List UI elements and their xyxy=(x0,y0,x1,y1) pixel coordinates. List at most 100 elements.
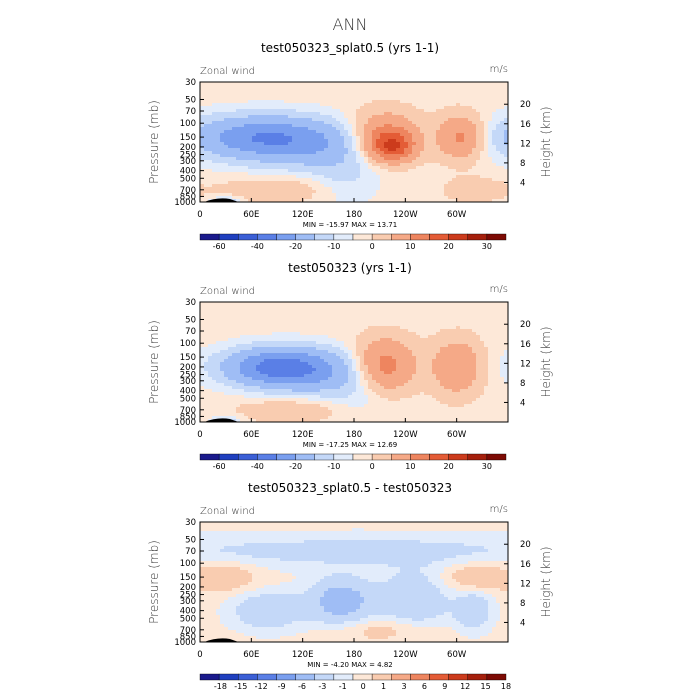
contour-cell xyxy=(268,85,273,89)
contour-cell xyxy=(332,190,337,194)
contour-cell xyxy=(404,311,409,315)
contour-cell xyxy=(384,154,389,158)
contour-cell xyxy=(328,193,333,197)
contour-cell xyxy=(472,329,477,333)
contour-cell xyxy=(440,199,445,203)
contour-cell xyxy=(388,139,393,143)
contour-cell xyxy=(276,323,281,327)
contour-cell xyxy=(352,326,357,330)
contour-cell xyxy=(336,157,341,161)
contour-cell xyxy=(352,371,357,375)
contour-cell xyxy=(344,97,349,101)
contour-cell xyxy=(204,329,209,333)
contour-cell xyxy=(272,166,277,170)
contour-cell xyxy=(300,326,305,330)
contour-cell xyxy=(384,124,389,128)
contour-cell xyxy=(320,106,325,110)
contour-cell xyxy=(352,118,357,122)
contour-cell xyxy=(460,82,465,86)
contour-cell xyxy=(356,100,361,104)
contour-cell xyxy=(360,326,365,330)
contour-cell xyxy=(352,338,357,342)
contour-cell xyxy=(244,94,249,98)
contour-cell xyxy=(216,193,221,197)
contour-cell xyxy=(420,130,425,134)
contour-cell xyxy=(360,163,365,167)
contour-cell xyxy=(472,199,477,203)
contour-cell xyxy=(376,323,381,327)
contour-cell xyxy=(432,112,437,116)
contour-cell xyxy=(468,320,473,324)
contour-cell xyxy=(380,178,385,182)
contour-cell xyxy=(204,362,209,366)
contour-cell xyxy=(436,323,441,327)
contour-cell xyxy=(212,169,217,173)
contour-cell xyxy=(396,148,401,152)
contour-cell xyxy=(300,353,305,357)
contour-cell xyxy=(400,341,405,345)
contour-cell xyxy=(316,130,321,134)
contour-cell xyxy=(444,341,449,345)
contour-cell xyxy=(464,172,469,176)
contour-cell xyxy=(384,329,389,333)
contour-cell xyxy=(228,302,233,306)
contour-cell xyxy=(208,356,213,360)
contour-cell xyxy=(476,85,481,89)
contour-cell xyxy=(380,311,385,315)
contour-cell xyxy=(240,172,245,176)
contour-cell xyxy=(272,97,277,101)
contour-cell xyxy=(204,139,209,143)
contour-cell xyxy=(376,335,381,339)
contour-cell xyxy=(204,323,209,327)
contour-cell xyxy=(256,359,261,363)
contour-cell xyxy=(204,302,209,306)
contour-cell xyxy=(452,169,457,173)
contour-cell xyxy=(224,124,229,128)
contour-cell xyxy=(384,187,389,191)
contour-cell xyxy=(484,335,489,339)
contour-cell xyxy=(232,130,237,134)
contour-cell xyxy=(348,350,353,354)
contour-cell xyxy=(416,157,421,161)
contour-cell xyxy=(332,157,337,161)
contour-cell xyxy=(276,121,281,125)
contour-cell xyxy=(216,353,221,357)
contour-cell xyxy=(292,350,297,354)
contour-cell xyxy=(316,329,321,333)
contour-cell xyxy=(380,127,385,131)
contour-cell xyxy=(500,157,505,161)
contour-cell xyxy=(224,154,229,158)
contour-cell xyxy=(500,88,505,92)
contour-cell xyxy=(208,175,213,179)
contour-cell xyxy=(268,302,273,306)
contour-cell xyxy=(340,163,345,167)
contour-cell xyxy=(228,341,233,345)
contour-cell xyxy=(224,142,229,146)
contour-cell xyxy=(300,148,305,152)
contour-cell xyxy=(376,130,381,134)
contour-cell xyxy=(380,157,385,161)
contour-cell xyxy=(348,305,353,309)
contour-cell xyxy=(432,133,437,137)
contour-cell xyxy=(404,100,409,104)
contour-cell xyxy=(264,320,269,324)
contour-cell xyxy=(460,302,465,306)
contour-cell xyxy=(368,85,373,89)
contour-cell xyxy=(348,115,353,119)
contour-cell xyxy=(200,103,205,107)
contour-cell xyxy=(332,317,337,321)
contour-cell xyxy=(248,335,253,339)
contour-cell xyxy=(400,359,405,363)
contour-cell xyxy=(340,187,345,191)
contour-cell xyxy=(392,341,397,345)
contour-cell xyxy=(432,326,437,330)
contour-cell xyxy=(416,130,421,134)
contour-cell xyxy=(412,193,417,197)
contour-cell xyxy=(252,145,257,149)
contour-cell xyxy=(380,169,385,173)
contour-cell xyxy=(404,196,409,200)
contour-cell xyxy=(476,305,481,309)
contour-cell xyxy=(260,311,265,315)
contour-cell xyxy=(472,335,477,339)
contour-cell xyxy=(320,103,325,107)
